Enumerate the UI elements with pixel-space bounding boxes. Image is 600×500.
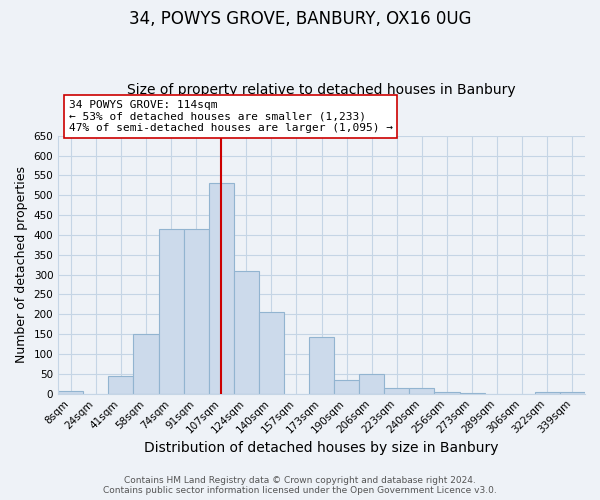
Bar	[259, 312, 284, 394]
Bar	[560, 392, 585, 394]
X-axis label: Distribution of detached houses by size in Banbury: Distribution of detached houses by size …	[145, 441, 499, 455]
Bar	[158, 229, 184, 394]
Bar	[109, 376, 133, 394]
Text: 34, POWYS GROVE, BANBURY, OX16 0UG: 34, POWYS GROVE, BANBURY, OX16 0UG	[129, 10, 471, 28]
Bar	[409, 388, 434, 394]
Bar	[58, 390, 83, 394]
Bar	[460, 393, 485, 394]
Bar	[385, 388, 409, 394]
Bar	[309, 337, 334, 394]
Bar	[359, 374, 385, 394]
Bar	[184, 229, 209, 394]
Text: 34 POWYS GROVE: 114sqm
← 53% of detached houses are smaller (1,233)
47% of semi-: 34 POWYS GROVE: 114sqm ← 53% of detached…	[69, 100, 393, 133]
Bar	[133, 334, 158, 394]
Bar	[334, 380, 359, 394]
Title: Size of property relative to detached houses in Banbury: Size of property relative to detached ho…	[127, 83, 516, 97]
Text: Contains HM Land Registry data © Crown copyright and database right 2024.
Contai: Contains HM Land Registry data © Crown c…	[103, 476, 497, 495]
Bar	[234, 270, 259, 394]
Y-axis label: Number of detached properties: Number of detached properties	[15, 166, 28, 363]
Bar	[209, 184, 234, 394]
Bar	[434, 392, 460, 394]
Bar	[535, 392, 560, 394]
